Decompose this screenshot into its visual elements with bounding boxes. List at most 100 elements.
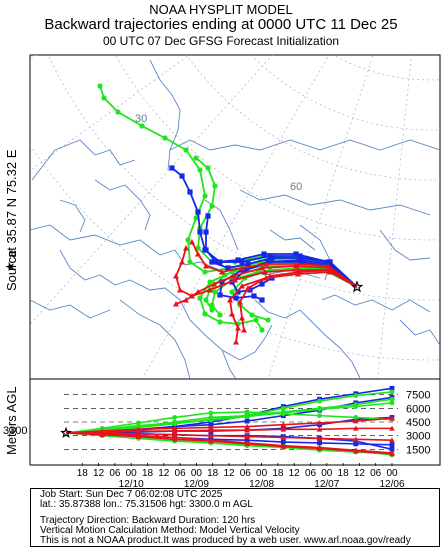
- red-height-point: [316, 426, 323, 432]
- blue-trajectory-point: [233, 295, 239, 301]
- date-tick-label: 12/07: [314, 479, 339, 490]
- red-trajectory-point: [229, 311, 235, 317]
- red-trajectory-point: [177, 287, 183, 293]
- blue-trajectory-point: [219, 279, 225, 285]
- red-height-point: [280, 426, 287, 432]
- grid-label-30: 30: [135, 113, 147, 125]
- blue-trajectory-point: [297, 255, 303, 261]
- date-tick-label: 12/09: [184, 479, 209, 490]
- hour-tick-label: 06: [175, 468, 187, 479]
- red-trajectory-point: [262, 269, 268, 275]
- red-trajectory-point: [227, 297, 233, 303]
- coastline: [179, 299, 273, 361]
- green-trajectory-point: [97, 83, 103, 89]
- red-height-point: [135, 433, 142, 439]
- start-height-label: 3300: [3, 425, 28, 437]
- red-trajectory-point: [259, 265, 265, 271]
- red-height-point: [280, 421, 287, 428]
- blue-trajectory-point: [243, 267, 249, 273]
- coastline: [239, 189, 431, 216]
- hour-tick-label: 18: [338, 468, 350, 479]
- red-trajectory-point: [241, 327, 247, 333]
- trajectory-direction: Trajectory Direction: Backward Duration:…: [40, 515, 256, 526]
- red-height-point: [99, 430, 106, 436]
- info-box: [30, 488, 440, 547]
- red-trajectory-point: [231, 273, 237, 279]
- green-height-line: [65, 391, 393, 434]
- green-trajectory-point: [202, 311, 208, 317]
- red-trajectory-point: [239, 315, 245, 321]
- green-height-point: [136, 423, 141, 429]
- green-trajectory-point: [195, 245, 201, 251]
- red-height-line: [65, 427, 392, 434]
- coastline: [399, 319, 440, 346]
- hour-tick-label: 06: [240, 468, 252, 479]
- red-height-point: [352, 448, 359, 454]
- height-tick-label: 7500: [406, 390, 430, 402]
- red-trajectory-point: [195, 289, 201, 295]
- date-tick-label: 12/08: [249, 479, 274, 490]
- hour-tick-label: 06: [370, 468, 382, 479]
- grid-label-60: 60: [290, 181, 302, 193]
- chart-title: Backward trajectories ending at 0000 UTC…: [44, 16, 398, 33]
- red-trajectory-point: [235, 325, 241, 331]
- blue-trajectory-point: [293, 251, 299, 257]
- blue-trajectory-point: [245, 261, 251, 267]
- latitude-circle: [115, 55, 440, 241]
- star-mark: [60, 426, 72, 438]
- green-height-point: [280, 405, 286, 411]
- blue-trajectory-point: [239, 259, 245, 265]
- green-trajectory-point: [202, 193, 208, 199]
- green-trajectory-point: [115, 109, 121, 115]
- red-height-point: [244, 433, 250, 439]
- green-height-point: [353, 393, 359, 398]
- hour-tick-label: 00: [386, 468, 398, 479]
- red-height-point: [171, 431, 178, 438]
- red-height-point: [135, 426, 142, 432]
- red-trajectory-point: [173, 273, 179, 279]
- green-height-point: [317, 398, 322, 404]
- red-height-point: [208, 427, 214, 433]
- red-height-point: [316, 435, 323, 441]
- red-height-point: [171, 425, 178, 431]
- red-height-point: [389, 425, 395, 431]
- meridian-line: [377, 55, 412, 379]
- blue-trajectory-line: [230, 261, 358, 293]
- blue-height-point: [280, 439, 286, 445]
- red-trajectory-point: [219, 269, 225, 275]
- red-height-point: [280, 443, 287, 449]
- blue-trajectory-point: [235, 257, 241, 263]
- blue-trajectory-point: [327, 259, 333, 265]
- green-trajectory-point: [101, 95, 107, 101]
- meridian-line: [267, 55, 374, 379]
- height-tick-label: 4500: [406, 417, 430, 429]
- red-trajectory-point: [237, 299, 243, 305]
- map-frame: [29, 54, 441, 380]
- map-grid: [30, 55, 440, 379]
- green-trajectory-point: [209, 203, 215, 209]
- green-trajectory-point: [217, 312, 223, 318]
- coastline: [59, 249, 181, 301]
- hour-tick-label: 18: [142, 468, 154, 479]
- hour-tick-label: 00: [256, 468, 268, 479]
- coastline: [31, 139, 136, 181]
- blue-trajectory-point: [179, 173, 185, 179]
- red-height-point: [389, 437, 395, 443]
- hour-tick-label: 06: [305, 468, 317, 479]
- red-height-point: [352, 436, 359, 442]
- green-trajectory-point: [202, 269, 208, 275]
- red-height-line: [66, 432, 393, 442]
- green-trajectory-point: [253, 317, 259, 323]
- red-height-point: [135, 431, 142, 437]
- green-height-point: [389, 400, 395, 406]
- green-height-point: [172, 415, 178, 420]
- coastline: [221, 349, 237, 379]
- coastline: [169, 139, 440, 151]
- red-height-line: [65, 432, 393, 455]
- hour-tick-label: 12: [289, 468, 301, 479]
- green-trajectory-point: [212, 183, 218, 189]
- coastline: [321, 294, 431, 313]
